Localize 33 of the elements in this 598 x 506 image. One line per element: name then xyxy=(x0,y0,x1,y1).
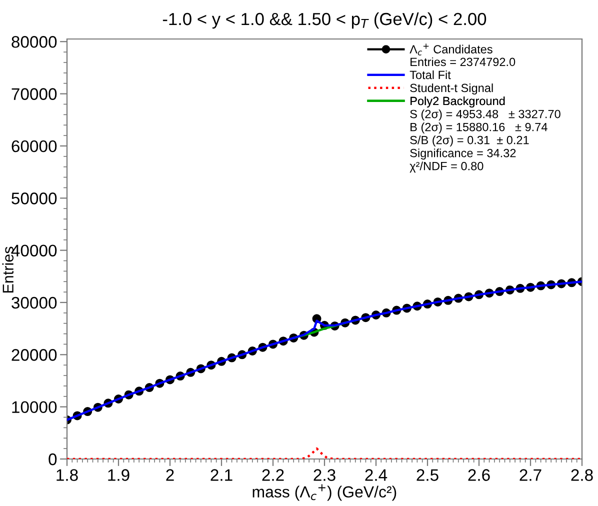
y-tick-label: 30000 xyxy=(12,296,57,309)
y-tick-label: 0 xyxy=(48,453,57,466)
annotation: χ²/NDF = 0.80 xyxy=(410,162,484,173)
legend-label: Poly2 Background xyxy=(410,96,505,108)
x-tick-label: 1.8 xyxy=(56,469,78,481)
chart-title: -1.0 < y < 1.0 && 1.50 < p$_{T}$ (GeV/c) < 2.00 xyxy=(162,12,486,29)
y-tick-label: 80000 xyxy=(12,36,57,48)
y-axis-title: Entries xyxy=(2,246,14,293)
legend-label: Total Fit xyxy=(410,70,451,80)
y-tick-label: 50000 xyxy=(12,192,57,204)
annotation: S/B (2σ) = 0.31 ± 0.21 xyxy=(410,136,529,147)
legend-label: Student-t Signal xyxy=(410,83,493,94)
y-tick-label: 10000 xyxy=(12,401,57,414)
annotation: B (2σ) = 15880.16 ± 9.74 xyxy=(410,122,548,134)
x-axis-title: mass (Λ$_{c}$$^{+}$) (GeV/c²) xyxy=(252,484,396,501)
x-tick-label: 2.2 xyxy=(262,469,284,481)
x-tick-label: 2.1 xyxy=(210,469,232,481)
annotation: Significance = 34.32 xyxy=(410,148,516,160)
y-tick-label: 70000 xyxy=(12,88,57,100)
x-tick-label: 2.4 xyxy=(365,469,388,481)
y-tick-label: 40000 xyxy=(11,244,57,257)
x-tick-label: 1.9 xyxy=(108,469,130,481)
y-tick-label: 60000 xyxy=(12,140,57,152)
x-tick-label: 2.5 xyxy=(416,469,438,481)
x-tick-label: 2 xyxy=(166,469,174,481)
annotation: Entries = 2374792.0 xyxy=(410,57,516,66)
x-tick-label: 2.3 xyxy=(314,469,336,481)
x-tick-label: 2.8 xyxy=(571,469,593,481)
annotation: S (2σ) = 4953.48 ± 3327.70 xyxy=(410,110,560,121)
y-tick-label: 20000 xyxy=(12,349,57,361)
x-tick-label: 2.7 xyxy=(520,469,542,481)
legend-label: Λ$_{c}$$^{+}$ Candidates xyxy=(410,44,492,56)
x-tick-label: 2.6 xyxy=(468,469,490,481)
